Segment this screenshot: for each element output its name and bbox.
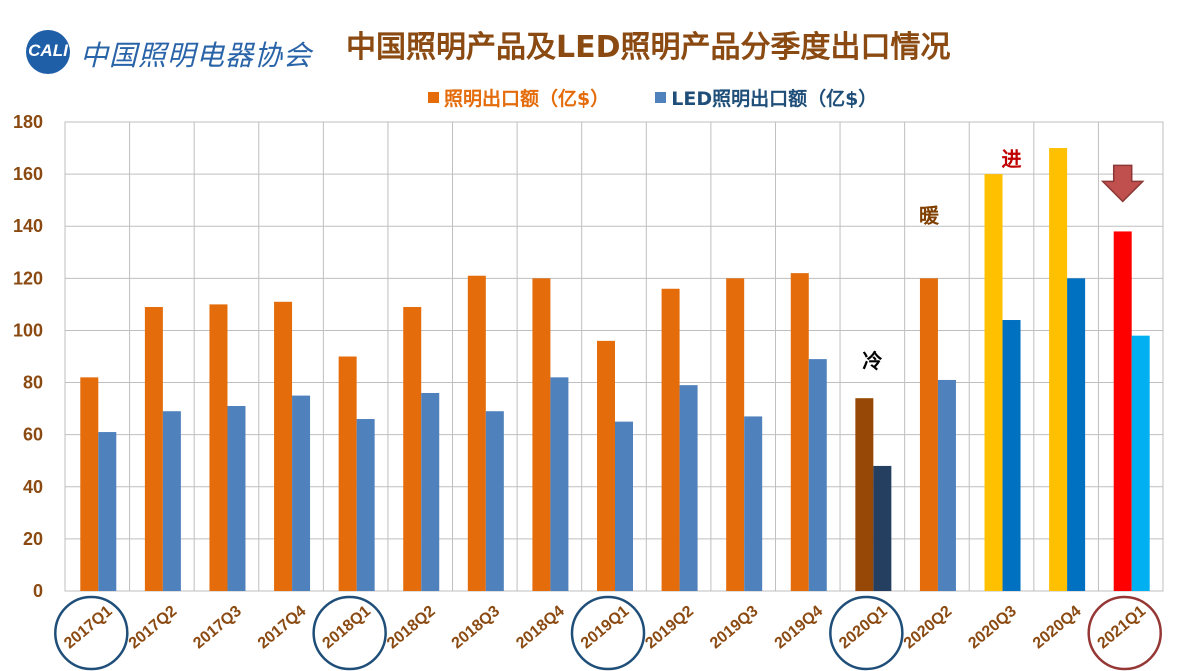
bar-lighting [403, 306, 422, 591]
x-tick-label: 2018Q2 [384, 603, 439, 653]
bar-led [1002, 320, 1021, 591]
x-tick-label: 2017Q2 [126, 603, 181, 653]
bar-led [744, 416, 763, 591]
bar-led [1067, 278, 1086, 591]
y-tick-label: 20 [23, 529, 43, 549]
annotation-label: 冷 [862, 349, 882, 373]
legend-item-lighting: 照明出口额（亿$） [428, 84, 609, 111]
x-tick-label: 2018Q3 [449, 603, 504, 653]
y-tick-label: 60 [23, 425, 43, 445]
annotation-label: 暖 [919, 203, 940, 227]
y-tick-label: 100 [13, 320, 43, 340]
bar-lighting [726, 278, 745, 591]
x-tick-label: 2021Q1 [1095, 603, 1150, 653]
bar-lighting [80, 377, 99, 591]
x-tick-label: 2018Q1 [319, 603, 374, 653]
annotation-label: 进 [1002, 147, 1022, 171]
bar-lighting [790, 273, 809, 591]
down-arrow-icon [1100, 164, 1145, 203]
cali-logo-icon: CALI [26, 30, 70, 74]
bar-led [227, 406, 246, 591]
x-tick-label: 2017Q1 [61, 603, 116, 653]
logo-abbr: CALI [28, 41, 68, 60]
chart-title: 中国照明产品及LED照明产品分季度出口情况 [346, 30, 951, 65]
y-tick-label: 120 [13, 268, 43, 288]
x-tick-label: 2017Q4 [255, 603, 310, 653]
bar-lighting [919, 278, 938, 591]
bar-led [421, 392, 440, 591]
y-tick-label: 80 [23, 373, 43, 393]
bar-led [1131, 335, 1150, 591]
x-tick-label: 2019Q1 [578, 603, 633, 653]
x-tick-label: 2018Q4 [513, 603, 568, 653]
bar-led [485, 411, 504, 591]
legend-label-lighting: 照明出口额（亿$） [444, 88, 610, 110]
bar-led [162, 411, 181, 591]
logo-text: 中国照明电器协会 [80, 39, 313, 72]
y-tick-label: 40 [23, 477, 43, 497]
x-tick-label: 2019Q2 [642, 603, 697, 653]
bar-lighting [1113, 231, 1132, 591]
bar-led [550, 377, 569, 591]
legend-swatch-lighting [428, 92, 439, 103]
bar-lighting [532, 278, 551, 591]
bar-led [808, 359, 827, 591]
bar-lighting [144, 306, 163, 591]
legend-label-led: LED照明出口额（亿$） [671, 88, 878, 110]
category-highlight-circle [570, 595, 646, 671]
bar-led [873, 465, 892, 591]
bar-led [937, 379, 956, 591]
x-tick-label: 2020Q1 [836, 603, 891, 653]
category-highlight-circle [829, 595, 904, 671]
association-logo: CALI 中国照明电器协会 [20, 20, 330, 80]
bar-led [615, 421, 633, 591]
y-tick-label: 160 [13, 164, 43, 184]
bar-led [679, 385, 698, 591]
legend-item-led: LED照明出口额（亿$） [655, 84, 877, 111]
bar-lighting [274, 301, 293, 591]
bar-lighting [1049, 148, 1068, 592]
y-tick-label: 180 [13, 112, 43, 132]
x-tick-label: 2020Q4 [1030, 603, 1085, 653]
bar-lighting [338, 356, 357, 591]
x-tick-label: 2020Q2 [901, 603, 956, 653]
category-highlight-circle [1087, 595, 1162, 671]
category-highlight-circle [54, 595, 129, 671]
bar-led [98, 432, 117, 591]
y-tick-label: 140 [13, 216, 43, 236]
legend-swatch-led [655, 92, 667, 103]
bar-lighting [209, 304, 228, 591]
bar-lighting [467, 275, 486, 591]
x-tick-label: 2019Q3 [707, 603, 762, 653]
bar-led [356, 419, 375, 591]
x-tick-label: 2019Q4 [772, 603, 827, 653]
bar-lighting [661, 288, 680, 591]
category-highlight-circle [312, 595, 387, 671]
bar-led [292, 395, 311, 591]
bar-lighting [855, 398, 874, 591]
y-tick-label: 0 [33, 581, 43, 601]
x-tick-label: 2017Q3 [190, 603, 245, 653]
x-tick-label: 2020Q3 [965, 603, 1020, 653]
bar-lighting [984, 174, 1003, 591]
chart-legend: 照明出口额（亿$） LED照明出口额（亿$） [428, 84, 923, 111]
bar-lighting [597, 340, 615, 591]
